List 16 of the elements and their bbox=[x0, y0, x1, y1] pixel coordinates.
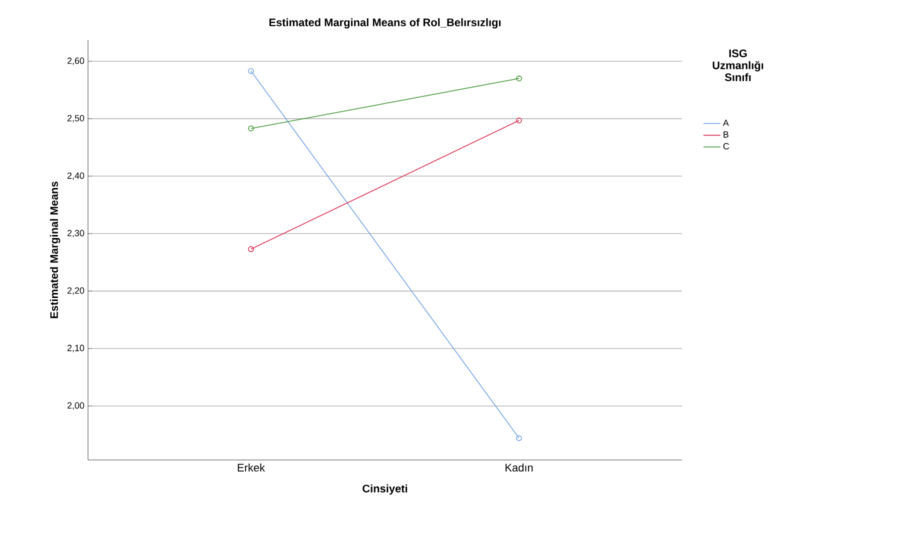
legend-label: A bbox=[722, 120, 729, 126]
y-tick-label: 2,60 bbox=[67, 58, 84, 65]
y-axis-title: Estimated Marginal Means bbox=[50, 182, 60, 318]
chart-title: Estimated Marginal Means of Rol_Belırsızlıgı bbox=[269, 18, 501, 28]
legend-label: C bbox=[723, 143, 730, 150]
y-tick-label: 2,00 bbox=[67, 402, 84, 410]
y-tick-label: 2,10 bbox=[67, 344, 84, 352]
y-tick-label: 2,40 bbox=[67, 172, 84, 180]
legend-title: ISG Uzmanlığı Sınıfı bbox=[712, 50, 764, 82]
y-tick-label: 2,50 bbox=[67, 114, 84, 122]
legend-label: B bbox=[724, 131, 728, 138]
y-tick-label: 2,20 bbox=[67, 287, 84, 295]
y-tick-label: 2,30 bbox=[67, 230, 84, 238]
x-tick-label: Erkek bbox=[238, 464, 266, 472]
x-tick-label: Kadın bbox=[506, 464, 533, 472]
x-axis-title: Cinsiyeti bbox=[362, 484, 408, 495]
